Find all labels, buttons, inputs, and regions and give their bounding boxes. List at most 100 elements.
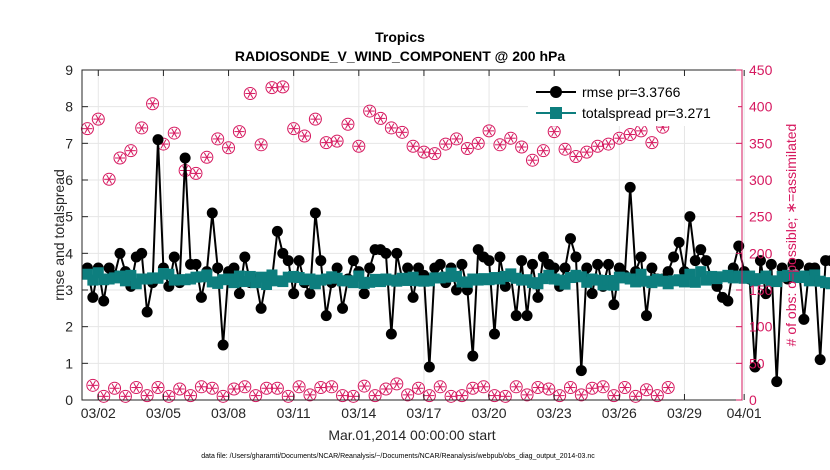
asterisk-stroke — [187, 391, 194, 401]
obs-assimilated-marker — [104, 174, 115, 184]
obs-assimilated-marker — [489, 391, 500, 401]
obs-possible-marker — [482, 124, 496, 138]
obs-possible-marker — [298, 129, 312, 143]
asterisk-stroke — [459, 391, 465, 401]
obs-assimilated-marker — [484, 126, 495, 136]
asterisk-stroke — [236, 127, 243, 137]
rmse-point — [467, 350, 479, 362]
rmse-point — [141, 306, 153, 318]
obs-possible-marker — [222, 141, 236, 155]
series-lines — [81, 134, 830, 388]
obs-assimilated-marker — [516, 142, 527, 152]
obs-possible-marker — [243, 86, 257, 100]
obs-assimilated-marker — [625, 129, 636, 140]
rmse-point — [282, 255, 294, 267]
rmse-point — [255, 302, 267, 314]
obs-assimilated-marker — [543, 384, 554, 394]
x-tick-label: 03/11 — [277, 405, 311, 421]
obs-possible-marker — [428, 147, 442, 161]
obs-possible-marker — [531, 381, 545, 395]
obs-assimilated-marker — [402, 390, 413, 400]
asterisk-stroke — [551, 127, 558, 137]
obs-assimilated-marker — [207, 383, 218, 393]
obs-possible-marker — [314, 381, 328, 395]
obs-possible-marker — [254, 138, 268, 152]
obs-assimilated-marker — [332, 136, 343, 146]
obs-assimilated-marker — [391, 379, 402, 389]
obs-possible-marker — [520, 388, 534, 402]
asterisk-stroke — [279, 82, 286, 92]
rmse-point — [288, 288, 300, 300]
obs-assimilated-marker — [234, 127, 245, 137]
asterisk-stroke — [567, 382, 574, 393]
rmse-point — [195, 291, 207, 303]
totalspread-point — [608, 279, 620, 291]
obs-possible-marker — [379, 382, 393, 396]
rmse-point — [391, 247, 403, 259]
asterisk-stroke — [138, 123, 145, 133]
asterisk-stroke — [621, 382, 628, 393]
rmse-point — [695, 244, 707, 256]
totalspread-point — [559, 278, 571, 290]
obs-possible-marker — [596, 380, 610, 394]
totalspread-point — [347, 277, 359, 289]
asterisk-stroke — [643, 385, 650, 395]
asterisk-stroke — [556, 391, 563, 401]
obs-assimilated-marker — [424, 391, 435, 401]
obs-assimilated-marker — [342, 119, 353, 129]
asterisk-stroke — [209, 383, 216, 393]
asterisk-stroke — [144, 391, 151, 401]
y-tick-label: 0 — [65, 392, 73, 408]
asterisk-stroke — [355, 141, 362, 151]
obs-possible-marker — [591, 139, 605, 153]
obs-assimilated-marker — [147, 99, 158, 109]
asterisk-stroke — [345, 119, 351, 129]
rmse-point — [640, 310, 652, 322]
rmse-point — [689, 255, 701, 267]
obs-assimilated-marker — [646, 138, 657, 148]
asterisk-stroke — [480, 382, 487, 392]
rmse-point — [646, 262, 658, 274]
asterisk-stroke — [334, 136, 341, 146]
asterisk-stroke — [252, 391, 259, 401]
obs-assimilated-marker — [560, 144, 571, 154]
asterisk-stroke — [583, 147, 590, 157]
y-tick-label: 8 — [65, 99, 73, 115]
obs-possible-marker — [205, 381, 219, 395]
asterisk-stroke — [117, 153, 123, 163]
legend-rmse-marker — [550, 86, 562, 98]
obs-possible-marker — [91, 112, 105, 126]
obs-possible-marker — [281, 389, 295, 403]
rmse-point — [570, 251, 582, 263]
asterisk-stroke — [605, 139, 612, 149]
obs-assimilated-marker — [386, 123, 397, 133]
rmse-point — [733, 240, 745, 252]
obs-possible-marker — [238, 380, 252, 394]
y-right-tick-label: 50 — [749, 355, 765, 371]
y-tick-label: 2 — [65, 319, 73, 335]
asterisk-stroke — [540, 146, 547, 156]
obs-assimilated-marker — [190, 168, 201, 178]
x-axis-ticks: 03/02 03/05 03/08 03/11 03/14 03/17 03/20 03/23… — [81, 70, 762, 421]
y-tick-label: 3 — [65, 282, 73, 298]
asterisk-stroke — [339, 391, 346, 401]
obs-assimilated-marker — [277, 82, 288, 92]
x-tick-label: 03/26 — [602, 405, 637, 421]
obs-assimilated-marker — [315, 382, 326, 393]
obs-possible-marker — [124, 144, 138, 158]
obs-possible-marker — [118, 389, 132, 403]
obs-assimilated-marker — [494, 140, 505, 150]
obs-assimilated-marker — [114, 153, 125, 163]
asterisk-stroke — [534, 382, 541, 393]
asterisk-stroke — [274, 383, 281, 393]
obs-assimilated-marker — [131, 382, 142, 393]
obs-assimilated-marker — [152, 382, 163, 393]
obs-assimilated-marker — [163, 391, 174, 401]
obs-assimilated-marker — [185, 391, 196, 401]
obs-assimilated-marker — [375, 113, 386, 123]
rmse-point — [385, 328, 397, 340]
obs-assimilated-marker — [581, 147, 592, 157]
obs-assimilated-marker — [538, 146, 549, 156]
obs-possible-marker — [504, 131, 518, 145]
asterisk-stroke — [486, 126, 493, 136]
